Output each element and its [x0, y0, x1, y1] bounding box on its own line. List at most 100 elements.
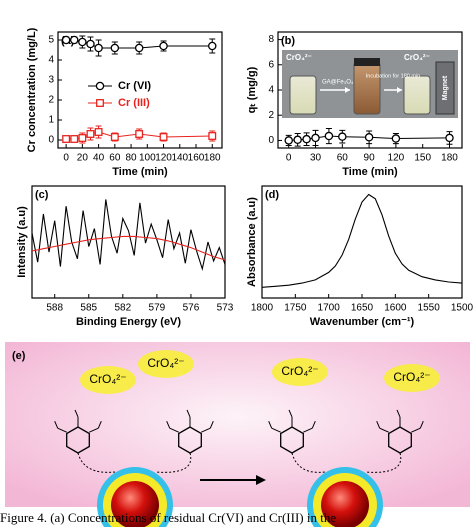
x-tick-label: 573	[217, 303, 234, 314]
marker	[78, 37, 87, 47]
x-tick-label: 576	[183, 303, 200, 314]
x-tick-label: 20	[77, 153, 89, 164]
marker	[110, 43, 120, 53]
x-tick-label: 585	[80, 303, 97, 314]
marker	[391, 134, 401, 143]
inset-label: Incubation for 180 min	[366, 73, 420, 79]
bond	[209, 421, 214, 429]
ion-halo	[272, 358, 328, 386]
x-axis-label: Time (min)	[112, 166, 168, 178]
bond	[288, 409, 293, 418]
plot-frame	[31, 185, 226, 299]
x-tick-label: 150	[414, 153, 431, 164]
x-tick-label: 160	[188, 153, 205, 164]
legend-label: Cr (VI)	[118, 80, 151, 92]
marker	[86, 39, 95, 49]
x-tick-label: 1550	[418, 303, 441, 314]
inset-photo: CrO₄²⁻ GA@Fe₃O₄ Incubation for 180 min C…	[282, 50, 458, 118]
panel-label: (b)	[281, 35, 295, 47]
marker	[159, 133, 168, 141]
x-tick-label: 588	[46, 303, 63, 314]
bond	[166, 421, 171, 429]
magnet	[435, 61, 455, 115]
plot-frame	[57, 31, 223, 149]
linker	[77, 452, 116, 473]
vial	[289, 75, 317, 115]
inset-label: CrO₄²⁻	[404, 53, 430, 62]
ion-label: CrO₄²⁻	[147, 356, 184, 370]
inset-label: Magnet	[442, 75, 449, 100]
x-tick-label: 0	[286, 153, 292, 164]
marker	[62, 135, 71, 143]
y-tick-label: 5	[48, 35, 54, 46]
diagram: (e) CrO₄²⁻ CrO₄²⁻ CrO₄²⁻ CrO₄²⁻	[5, 342, 470, 527]
x-tick-label: 0	[63, 153, 69, 164]
x-tick-label: 40	[93, 153, 105, 164]
y-tick-label: 2	[268, 110, 274, 121]
y-tick-label: 2	[48, 95, 54, 106]
arrowhead	[345, 87, 350, 93]
vial-cap	[354, 58, 380, 66]
marker	[78, 134, 87, 142]
bond	[396, 409, 401, 418]
x-tick-label: 100	[139, 153, 156, 164]
bond	[201, 427, 211, 433]
inset-label: GA@Fe₃O₄	[322, 80, 354, 86]
x-tick-label: 90	[364, 153, 376, 164]
x-tick-label: 1500	[451, 303, 474, 314]
x-tick-label: 1800	[251, 303, 274, 314]
bond	[169, 427, 179, 433]
y-tick-label: 6	[268, 59, 274, 70]
marker	[135, 130, 144, 138]
panel-label: (e)	[12, 350, 26, 362]
x-tick-label: 180	[204, 153, 221, 164]
y-axis-label: qₜ (mg/g)	[246, 66, 258, 113]
y-axis-label: Intensity (a.u)	[16, 206, 28, 278]
x-axis-label: Wavenumber (cm⁻¹)	[310, 316, 415, 328]
linker	[364, 452, 402, 473]
y-tick-label: 3	[48, 75, 54, 86]
bond	[303, 427, 313, 433]
x-tick-label: 30	[310, 153, 322, 164]
y-tick-label: 4	[268, 85, 274, 96]
marker	[445, 133, 454, 143]
linker	[154, 452, 192, 473]
x-tick-label: 1700	[318, 303, 341, 314]
bond	[57, 427, 67, 433]
y-axis-label: Cr concentration (mg/L)	[26, 27, 38, 152]
y-tick-label: 1	[48, 115, 54, 126]
marker	[208, 41, 217, 51]
bond	[376, 421, 381, 429]
ion-halo	[138, 350, 194, 378]
bond	[311, 421, 316, 429]
marker	[94, 128, 103, 136]
ion-label: CrO₄²⁻	[281, 364, 318, 378]
bond	[54, 421, 59, 429]
bond	[268, 421, 273, 429]
marker	[94, 43, 103, 53]
marker	[364, 133, 374, 142]
bond	[271, 427, 281, 433]
x-tick-label: 1750	[284, 303, 307, 314]
y-axis-label: Absorbance (a.u)	[246, 197, 258, 287]
ion-halo	[384, 364, 440, 392]
series-line	[261, 193, 463, 288]
marker	[70, 135, 79, 143]
x-tick-label: 60	[109, 153, 121, 164]
panel-label: (c)	[35, 189, 49, 201]
x-tick-label: 120	[388, 153, 405, 164]
ion-halo	[80, 366, 136, 394]
bond	[74, 409, 79, 418]
series-line	[31, 199, 226, 272]
x-tick-label: 140	[171, 153, 188, 164]
x-tick-label: 579	[149, 303, 166, 314]
x-axis-label: Time (min)	[342, 166, 398, 178]
y-tick-label: 4	[48, 55, 54, 66]
vial	[353, 61, 381, 115]
x-tick-label: 1600	[384, 303, 407, 314]
x-tick-label: 80	[126, 153, 138, 164]
arrowhead	[397, 87, 402, 93]
y-tick-label: 0	[268, 135, 274, 146]
series-line	[31, 235, 226, 261]
